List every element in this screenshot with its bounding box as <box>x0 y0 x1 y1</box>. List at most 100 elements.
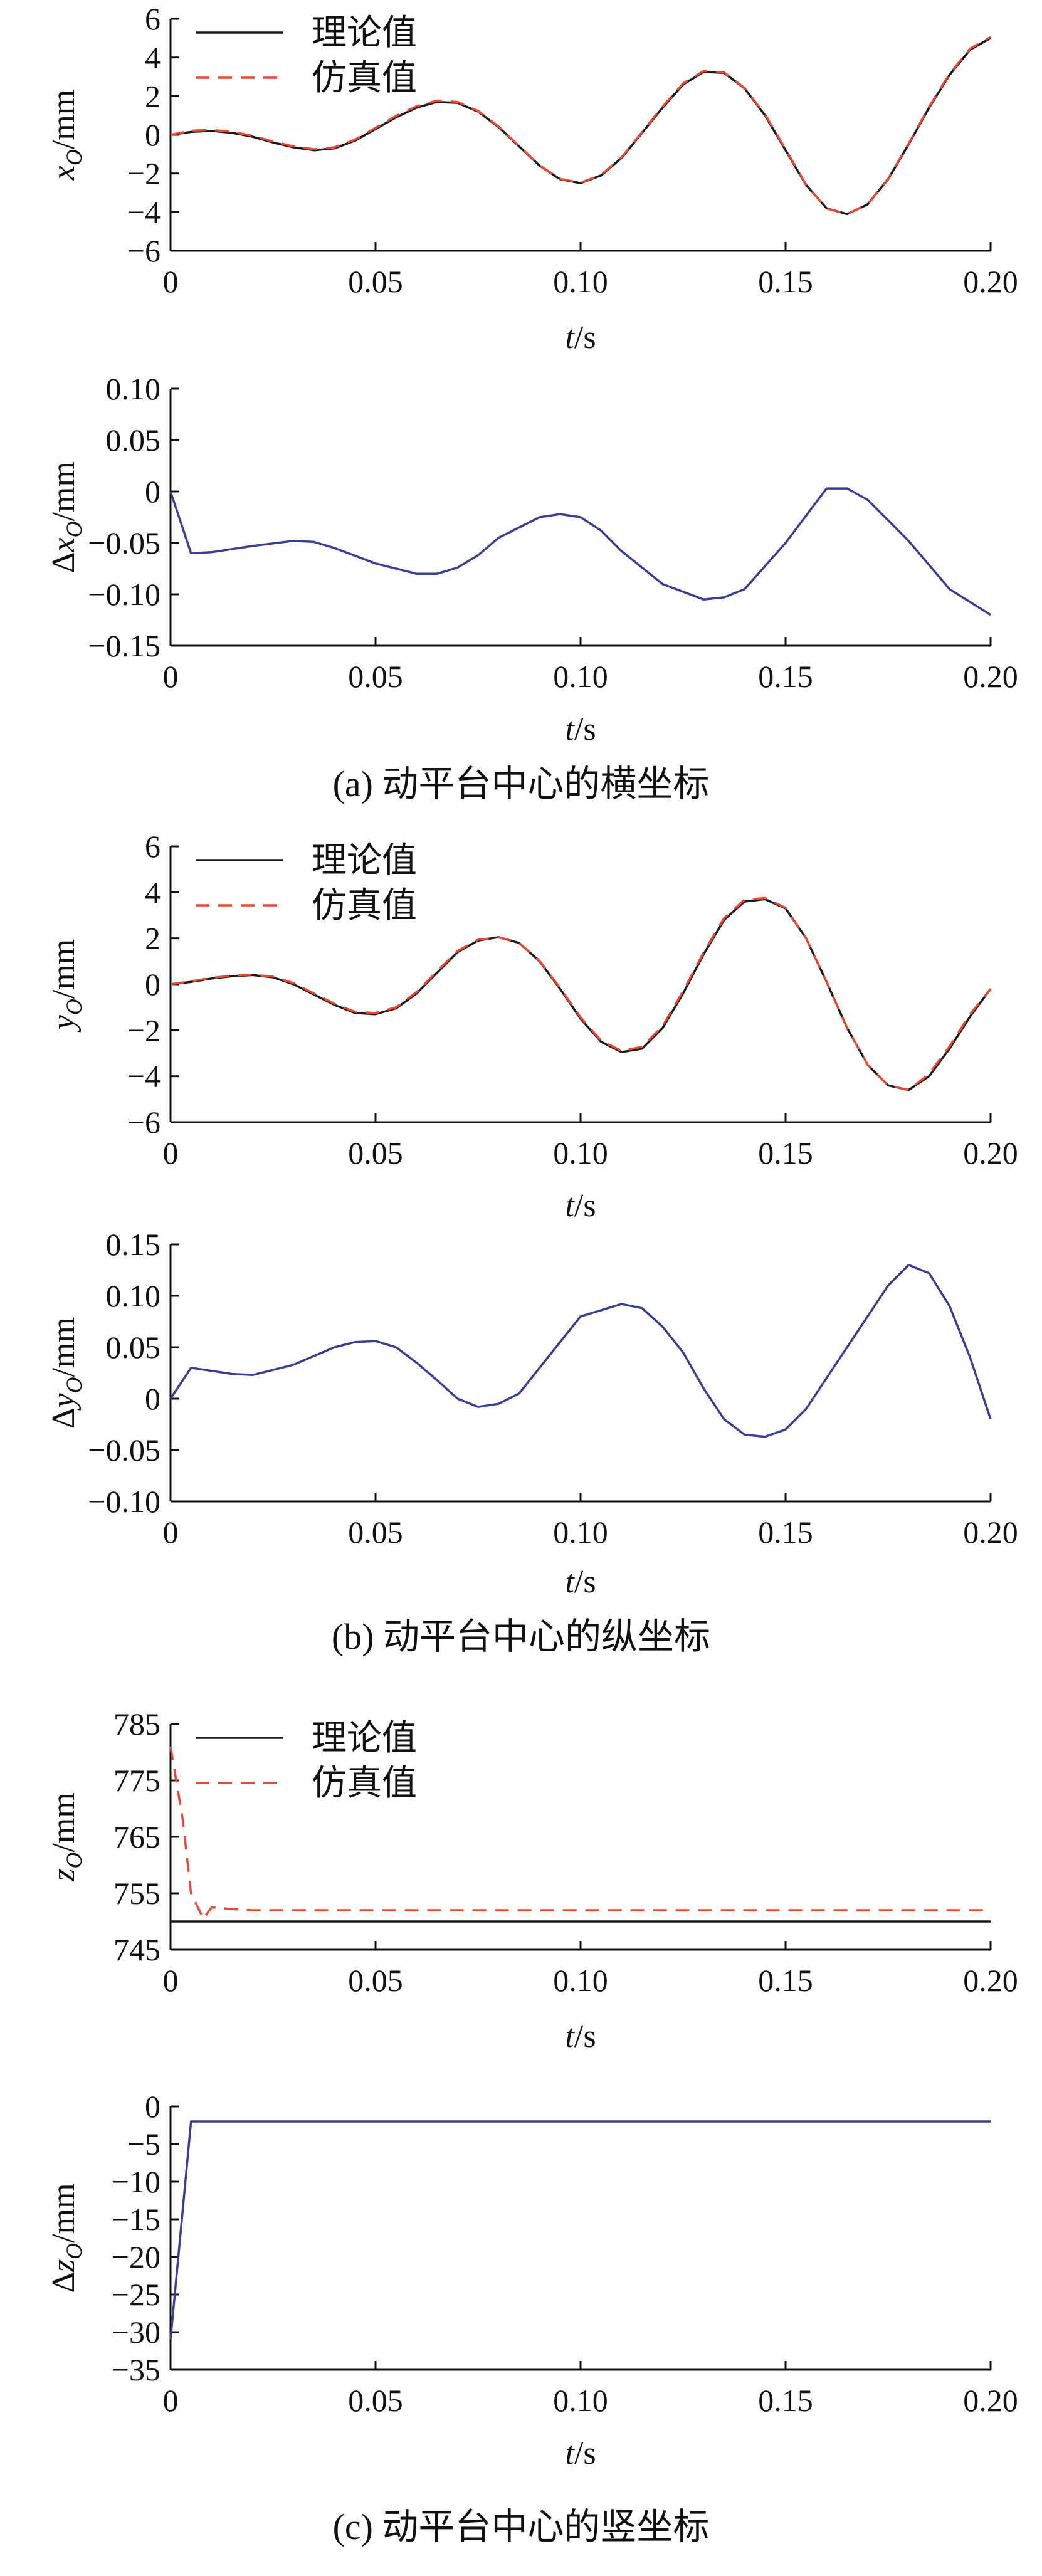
x-tick-label: 0.10 <box>553 264 608 299</box>
y-tick-label: −5 <box>127 2127 161 2162</box>
y-tick-label: 6 <box>145 829 161 864</box>
legend-entry: 仿真值 <box>312 885 417 926</box>
legend-entry: 理论值 <box>312 13 417 53</box>
x-tick-label: 0.15 <box>758 659 813 694</box>
x-tick-label: 0.05 <box>348 1963 403 1998</box>
y-axis-label: ΔyO/mm <box>46 1317 87 1429</box>
y-tick-label: 755 <box>113 1876 161 1911</box>
series-line-理论值 <box>170 37 991 216</box>
y-tick-label: −15 <box>112 2202 161 2237</box>
y-tick-label: 4 <box>145 40 161 75</box>
chart-panel-c-bottom: 0 0.05 0.10 0.15 0.200−5−10−15−20−25−30−35t/… <box>46 2089 1018 2471</box>
x-tick-label: 0.20 <box>963 1963 1018 1998</box>
y-tick-label: −0.05 <box>88 525 161 560</box>
x-axis-label: t/s <box>565 1188 596 1224</box>
x-tick-label: 0.10 <box>553 1135 608 1170</box>
x-tick-label: 0.20 <box>963 264 1018 299</box>
x-tick-label: 0 <box>163 2383 179 2418</box>
x-tick-label: 0.05 <box>348 2383 403 2418</box>
y-tick-label: −4 <box>127 194 161 229</box>
y-tick-label: −2 <box>127 1012 161 1048</box>
y-axis-label: yO/mm <box>46 939 87 1033</box>
x-tick-label: 0.15 <box>758 264 813 299</box>
y-tick-label: −25 <box>112 2277 161 2312</box>
series-line-仿真值 <box>170 896 992 1091</box>
legend-entry: 仿真值 <box>312 1763 417 1804</box>
y-tick-label: 0.15 <box>106 1227 161 1262</box>
y-tick-label: 0.05 <box>106 423 161 458</box>
y-tick-label: 0 <box>145 1381 161 1416</box>
legend-entry: 理论值 <box>312 840 417 881</box>
x-tick-label: 0 <box>163 659 179 694</box>
x-tick-label: 0.15 <box>758 1515 813 1550</box>
x-tick-label: 0.05 <box>348 1135 403 1170</box>
series-line-difference <box>169 487 991 616</box>
x-tick-label: 0.20 <box>963 1135 1018 1170</box>
y-tick-label: 2 <box>145 78 161 113</box>
y-tick-label: 745 <box>113 1932 161 1967</box>
chart-panel-b-bottom: 0 0.05 0.10 0.15 0.20 0.15 0.10 0.05 0 −0.05 −0.10… <box>46 1227 1018 1600</box>
y-tick-label: −6 <box>127 1105 161 1140</box>
y-tick-label: −35 <box>112 2352 161 2387</box>
figure-caption: (b) 动平台中心的纵坐标 <box>332 1616 710 1657</box>
y-tick-label: 0.05 <box>106 1330 161 1365</box>
series-line-difference <box>169 2120 991 2340</box>
legend-entry: 仿真值 <box>312 58 417 98</box>
y-tick-label: 0 <box>145 2089 161 2124</box>
series-line-仿真值 <box>170 36 991 216</box>
y-tick-label: −30 <box>112 2315 161 2350</box>
series-line-理论值 <box>170 898 992 1091</box>
y-tick-label: 6 <box>145 1 161 36</box>
y-tick-label: −0.05 <box>88 1433 161 1468</box>
x-tick-label: 0.05 <box>348 1515 403 1550</box>
x-tick-label: 0.20 <box>963 2383 1018 2418</box>
x-tick-label: 0.10 <box>553 1515 608 1550</box>
x-tick-label: 0.10 <box>553 2383 608 2418</box>
chart-panel-a-bottom: 0 0.05 0.10 0.15 0.20 0.10 0.05 0 −0.05 −0.10 −0.1… <box>46 371 1018 747</box>
x-axis-label: t/s <box>565 2019 596 2054</box>
y-axis-label: xO/mm <box>46 90 87 181</box>
y-tick-label: −4 <box>127 1059 161 1094</box>
x-tick-label: 0.15 <box>758 1135 813 1170</box>
y-tick-label: −6 <box>127 233 161 268</box>
x-axis-label: t/s <box>565 320 596 355</box>
x-tick-label: 0 <box>163 1135 179 1170</box>
x-tick-label: 0.15 <box>758 2383 813 2418</box>
x-tick-label: 0 <box>163 264 179 299</box>
y-axis-label: zO/mm <box>46 1792 87 1882</box>
x-tick-label: 0.10 <box>553 659 608 694</box>
y-axis-label: ΔxO/mm <box>46 461 87 573</box>
y-tick-label: −0.10 <box>88 1484 161 1519</box>
y-tick-label: −0.15 <box>88 628 161 663</box>
x-axis-label: t/s <box>565 2436 596 2471</box>
y-tick-label: 0 <box>145 474 161 509</box>
y-tick-label: 765 <box>113 1819 161 1854</box>
y-tick-label: 0.10 <box>106 371 161 406</box>
y-tick-label: −10 <box>112 2164 161 2199</box>
x-axis-label: t/s <box>565 1564 596 1600</box>
x-tick-label: 0.15 <box>758 1963 813 1998</box>
x-tick-label: 0 <box>163 1515 179 1550</box>
x-tick-label: 0.05 <box>348 659 403 694</box>
y-tick-label: −20 <box>112 2239 161 2274</box>
series-line-difference <box>169 1264 992 1438</box>
series-line-仿真值 <box>169 1746 991 1920</box>
x-tick-label: 0.10 <box>553 1963 608 1998</box>
y-tick-label: 785 <box>113 1706 161 1742</box>
y-tick-label: −2 <box>127 156 161 191</box>
y-tick-label: 0 <box>145 117 161 152</box>
legend-entry: 理论值 <box>312 1718 417 1759</box>
figure-caption: (c) 动平台中心的竖坐标 <box>333 2506 710 2547</box>
x-tick-label: 0.05 <box>348 264 403 299</box>
x-axis-label: t/s <box>565 712 596 747</box>
x-tick-label: 0.20 <box>963 1515 1018 1550</box>
y-tick-label: 0 <box>145 967 161 1002</box>
x-tick-label: 0 <box>163 1963 179 1998</box>
